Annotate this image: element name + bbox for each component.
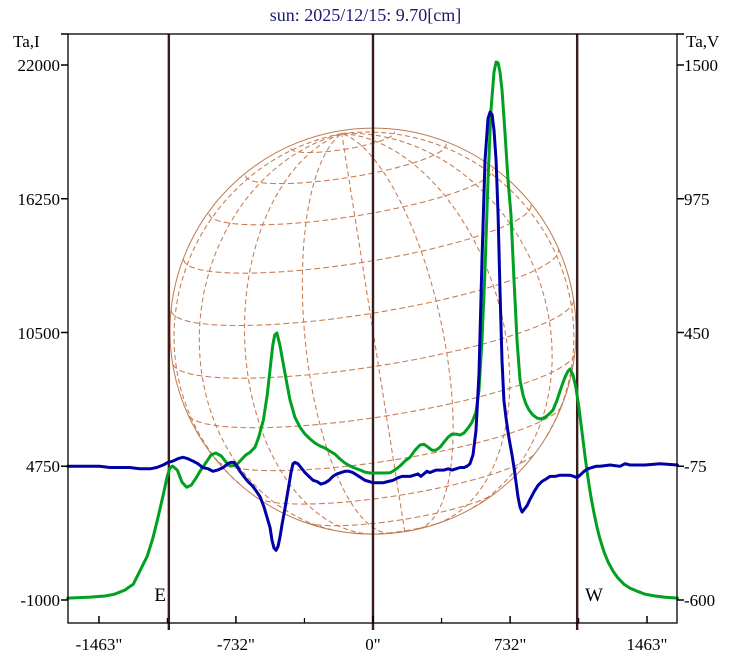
right-tick-label: 1500 <box>684 56 718 75</box>
x-tick-label: 1463" <box>626 635 668 654</box>
left-tick-label: 16250 <box>17 189 61 209</box>
sun-disk-parallel <box>188 354 575 429</box>
left-axis-title: Ta,I <box>13 32 40 51</box>
east-limb-label: E <box>154 585 166 606</box>
left-tick-label: -1000 <box>20 591 60 610</box>
sun-disk-meridian <box>198 133 343 531</box>
page-title: sun: 2025/12/15: 9.70[cm] <box>269 5 462 25</box>
sun-disk-meridian <box>341 133 406 533</box>
left-tick-label: 4750 <box>26 457 60 477</box>
sun-disk-meridian <box>243 133 372 535</box>
x-tick-label: 0" <box>365 635 381 654</box>
x-tick-label: 732" <box>493 635 527 654</box>
x-tick-label: -732" <box>216 635 255 654</box>
sun-disk-parallel <box>306 492 496 527</box>
sun-disk-meridian <box>341 132 553 508</box>
sun-disk-meridian <box>341 131 575 437</box>
sun-disk-meridian <box>301 133 391 534</box>
intensity-curve <box>66 60 679 600</box>
right-axis-title: Ta,V <box>686 32 720 51</box>
west-limb-label: W <box>585 585 603 606</box>
right-tick-label: 450 <box>684 323 710 343</box>
sun-disk-meridian <box>341 133 454 530</box>
sun-disk-parallel <box>217 406 562 472</box>
x-tick-label: -1463" <box>75 635 123 654</box>
right-tick-label: -600 <box>684 591 716 610</box>
sun-disk-parallel <box>183 204 532 274</box>
polarization-curve <box>66 110 679 552</box>
left-tick-label: 22000 <box>17 56 61 75</box>
left-tick-label: 10500 <box>17 323 61 343</box>
sun-disk-parallel <box>245 143 447 185</box>
right-tick-label: -75 <box>684 457 707 477</box>
right-tick-label: 975 <box>684 189 710 209</box>
sun-disk-meridian <box>173 133 343 485</box>
